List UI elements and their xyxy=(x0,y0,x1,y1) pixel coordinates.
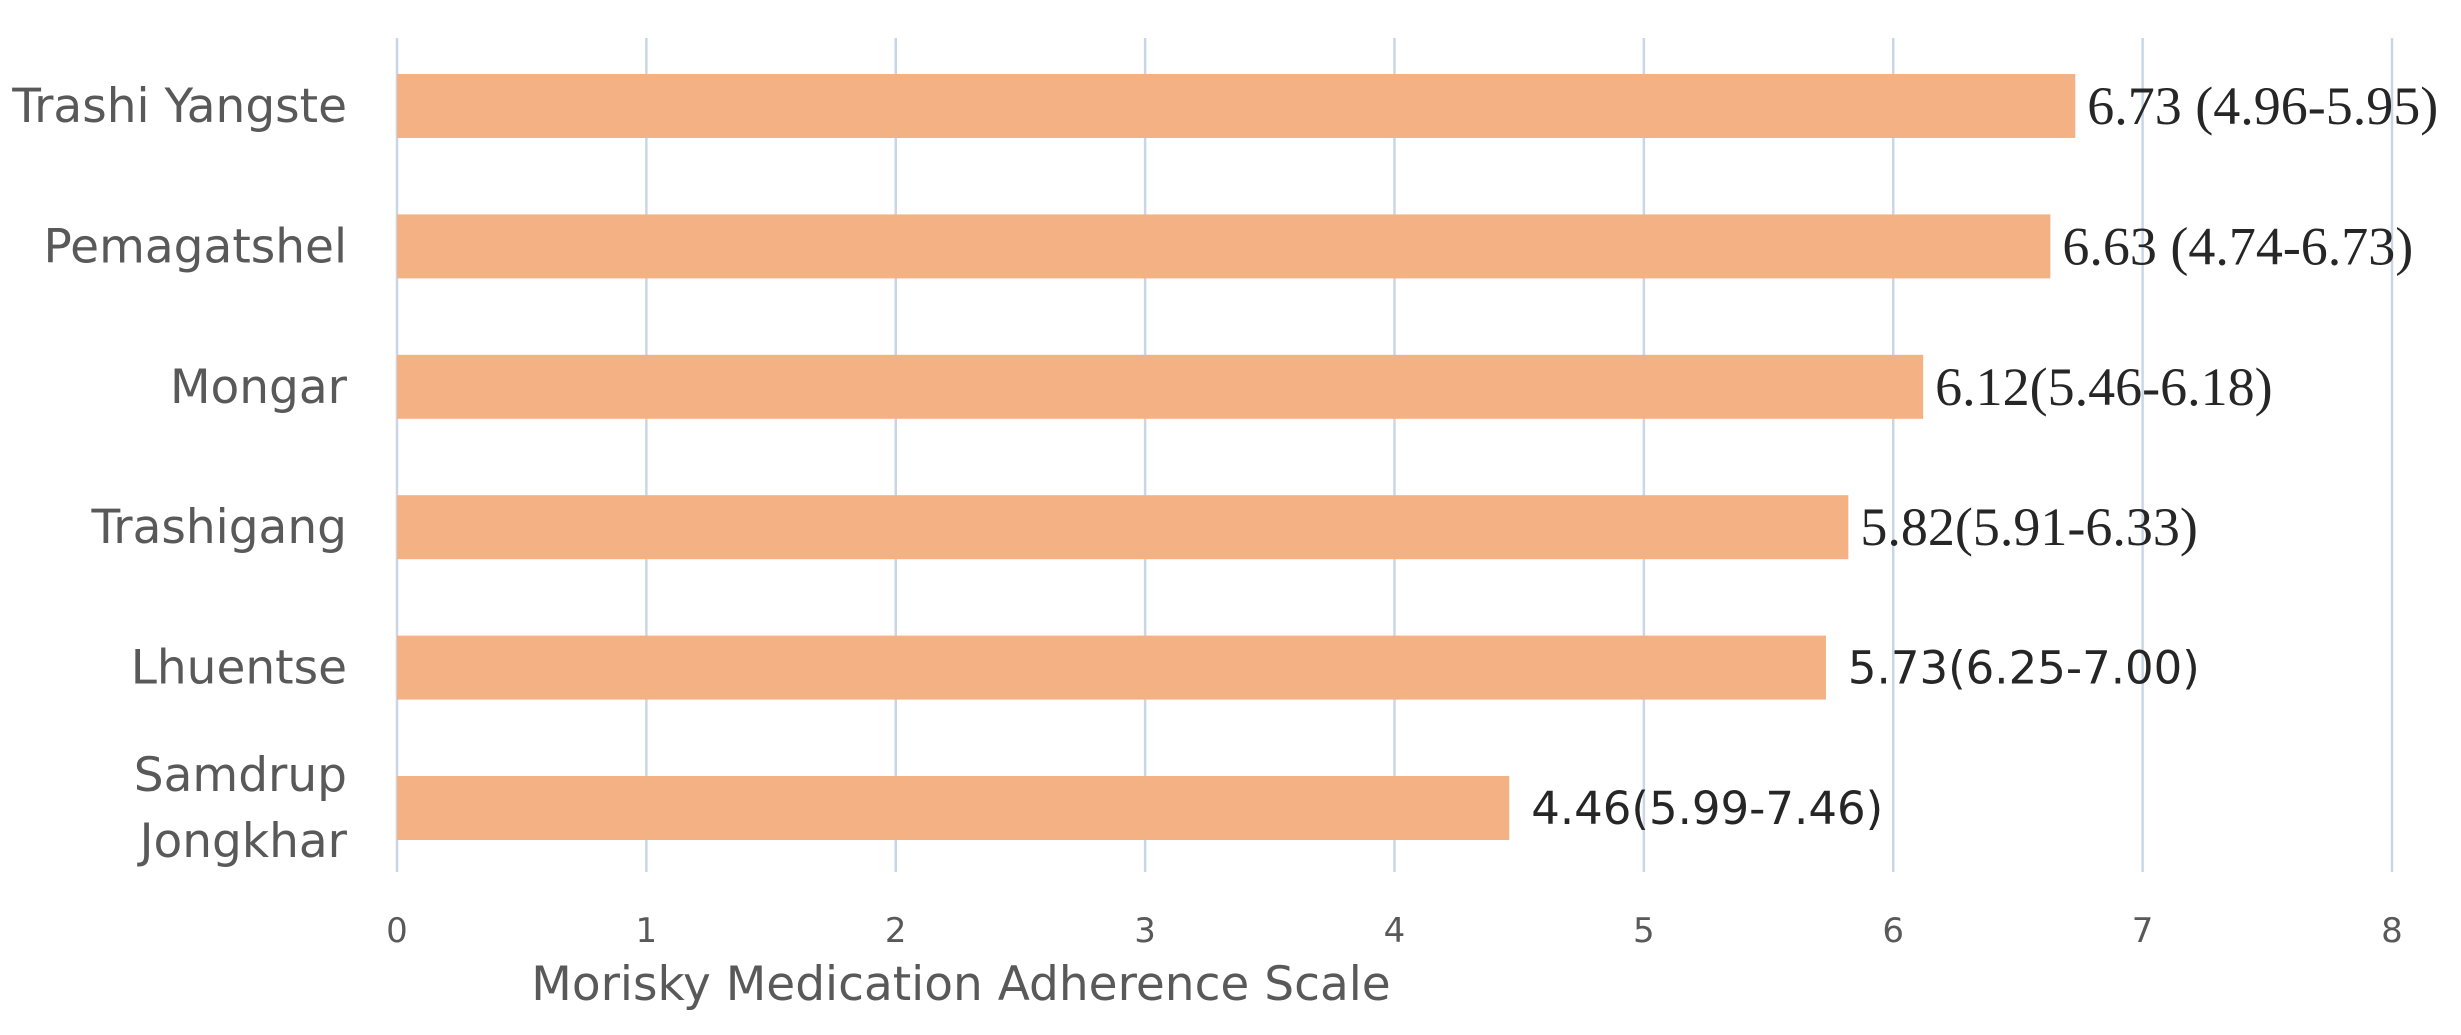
category-label: Samdrup xyxy=(134,748,347,803)
x-axis-title: Morisky Medication Adherence Scale xyxy=(531,957,1390,1012)
category-labels: Trashi Yangste Pemagatshel Mongar Trashigan… xyxy=(11,79,347,869)
x-tick-label: 2 xyxy=(885,911,907,951)
bar xyxy=(397,495,1849,560)
x-tick-labels: 0 1 2 3 4 5 6 7 8 xyxy=(386,911,2403,951)
x-tick-label: 6 xyxy=(1882,911,1904,951)
data-label: 5.73(6.25-7.00) xyxy=(1848,642,2200,695)
x-tick-label: 1 xyxy=(636,911,658,951)
x-tick-label: 7 xyxy=(2132,911,2154,951)
data-label: 6.12(5.46-6.18) xyxy=(1935,357,2272,417)
x-tick-label: 3 xyxy=(1134,911,1156,951)
category-label: Pemagatshel xyxy=(44,219,347,274)
bar xyxy=(397,635,1826,700)
category-label: Trashigang xyxy=(90,500,347,555)
bar xyxy=(397,776,1510,840)
bar xyxy=(397,74,2076,138)
bars xyxy=(397,74,2076,840)
x-tick-label: 5 xyxy=(1633,911,1655,951)
category-label: Lhuentse xyxy=(131,641,347,696)
x-tick-label: 0 xyxy=(386,911,408,951)
x-tick-label: 4 xyxy=(1384,911,1406,951)
category-label: Mongar xyxy=(170,360,348,415)
data-label: 5.82(5.91-6.33) xyxy=(1860,497,2197,557)
bar xyxy=(397,214,2051,279)
category-label: Jongkhar xyxy=(137,814,348,869)
data-label: 6.73 (4.96-5.95) xyxy=(2087,76,2438,136)
bar xyxy=(397,354,1924,419)
gridlines xyxy=(395,38,2394,872)
category-label: Trashi Yangste xyxy=(11,79,347,134)
data-labels: 6.73 (4.96-5.95) 6.63 (4.74-6.73) 6.12(5.4… xyxy=(1531,76,2438,835)
data-label: 4.46(5.99-7.46) xyxy=(1531,782,1883,835)
data-label: 6.63 (4.74-6.73) xyxy=(2062,216,2413,276)
x-tick-label: 8 xyxy=(2381,911,2403,951)
